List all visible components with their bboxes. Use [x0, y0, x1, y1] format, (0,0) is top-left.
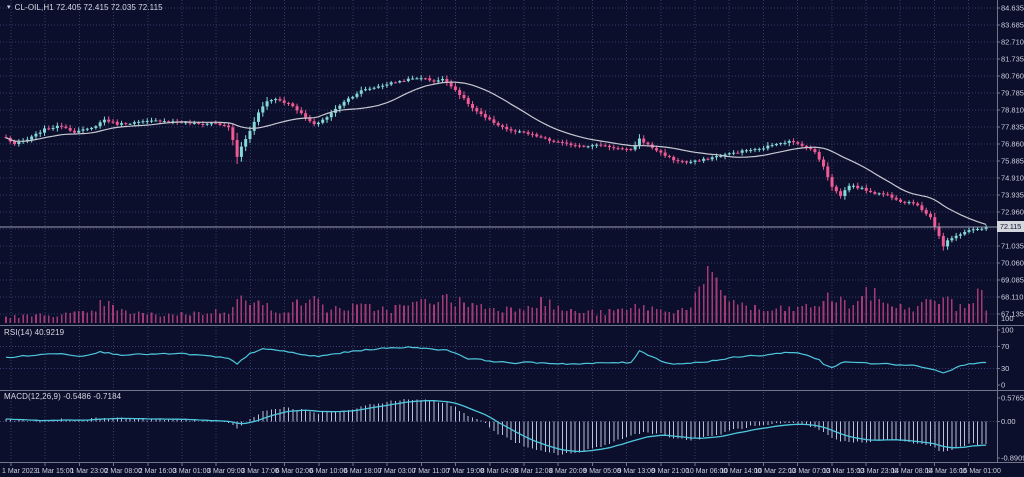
time-axis-label: 6 Mar 18:00 — [344, 468, 381, 475]
time-axis-label: 14 Mar 16:00 — [925, 468, 966, 475]
price-axis-label: 73.935 — [1001, 190, 1024, 199]
symbol-ohlc-text: CL-OIL,H1 72.405 72.415 72.035 72.115 — [14, 3, 163, 12]
time-axis-label: 13 Mar 07:00 — [789, 468, 830, 475]
time-axis-label: 1 Mar 2023 — [2, 468, 38, 475]
price-axis-label: 78.810 — [1001, 105, 1024, 114]
price-axis-label: 72.960 — [1001, 207, 1024, 216]
time-axis-label: 15 Mar 01:00 — [960, 468, 1001, 475]
chart-title: ▾ CL-OIL,H1 72.405 72.415 72.035 72.115 — [7, 3, 163, 12]
price-axis-label: 79.785 — [1001, 88, 1024, 97]
price-axis-label: 83.685 — [1001, 20, 1024, 29]
time-axis-label: 6 Mar 10:00 — [310, 468, 347, 475]
price-axis-label: 76.860 — [1001, 139, 1024, 148]
time-axis-label: 3 Mar 17:00 — [241, 468, 278, 475]
rsi-indicator-label: RSI(14) 40.9219 — [4, 328, 65, 337]
rsi-axis-label: 30 — [1001, 364, 1009, 373]
time-axis-label: 7 Mar 19:00 — [447, 468, 484, 475]
price-axis-label: 75.885 — [1001, 156, 1024, 165]
time-axis-label: 9 Mar 05:00 — [583, 468, 620, 475]
time-axis-label: 8 Mar 12:00 — [515, 468, 552, 475]
price-axis-label: 68.110 — [1001, 292, 1023, 301]
time-axis-label: 3 Mar 09:00 — [207, 468, 244, 475]
current-price-tag: 72.115 — [997, 221, 1024, 232]
price-axis-label: 84.635 — [1001, 3, 1024, 12]
time-axis-label: 10 Mar 22:00 — [754, 468, 795, 475]
time-axis-label: 9 Mar 13:00 — [618, 468, 655, 475]
price-axis-label: 69.085 — [1001, 275, 1024, 284]
time-axis-label: 7 Mar 11:00 — [412, 468, 449, 475]
macd-axis-label: 0.5765 — [1001, 393, 1024, 402]
time-axis-label: 14 Mar 08:00 — [891, 468, 932, 475]
time-axis-label: 13 Mar 15:00 — [823, 468, 864, 475]
rsi-axis-label: 100 — [1001, 325, 1014, 334]
price-axis-label: 80.760 — [1001, 71, 1024, 80]
moving-average-line — [5, 81, 987, 225]
time-axis-label: 8 Mar 20:00 — [549, 468, 586, 475]
time-axis-label: 6 Mar 02:00 — [276, 468, 313, 475]
volume-bars — [5, 265, 987, 323]
chart-marker-icon: ▾ — [7, 4, 11, 11]
rsi-axis-label: 0 — [1001, 380, 1005, 389]
price-axis-label: 81.735 — [1001, 54, 1024, 63]
price-axis-label: 71.035 — [1001, 241, 1024, 250]
candlesticks — [4, 75, 988, 251]
time-axis-label: 2 Mar 08:00 — [105, 468, 142, 475]
time-axis-label: 13 Mar 23:00 — [857, 468, 898, 475]
time-axis-label: 8 Mar 04:00 — [481, 468, 518, 475]
macd-indicator — [5, 399, 987, 455]
axis-labels: 84.635 83.685 82.710 81.735 80.760 79.785 78.8… — [2, 3, 1024, 474]
time-axis-label: 2 Mar 16:00 — [139, 468, 176, 475]
time-axis-label: 9 Mar 21:00 — [652, 468, 689, 475]
macd-axis-label: -0.8909 — [1001, 453, 1024, 462]
time-axis-label: 3 Mar 01:00 — [173, 468, 210, 475]
price-axis-label: 67.135 — [1001, 309, 1024, 318]
time-axis-label: 1 Mar 15:00 — [36, 468, 73, 475]
rsi-axis-label: 70 — [1001, 342, 1009, 351]
rsi-line — [5, 346, 987, 374]
macd-indicator-label: MACD(12,26,9) -0.5486 -0.7184 — [4, 392, 122, 401]
macd-axis-label: 0.00 — [1001, 417, 1016, 426]
price-axis-label: 82.710 — [1001, 37, 1024, 46]
time-axis-label: 10 Mar 06:00 — [686, 468, 727, 475]
price-axis-label: 70.060 — [1001, 258, 1024, 267]
time-axis-label: 7 Mar 03:00 — [378, 468, 415, 475]
volume-axis-label: 100 — [1001, 314, 1014, 323]
price-axis-label: 74.910 — [1001, 173, 1024, 182]
time-axis-label: 1 Mar 23:00 — [70, 468, 107, 475]
price-axis-label: 77.835 — [1001, 122, 1024, 131]
time-axis-label: 10 Mar 14:00 — [720, 468, 761, 475]
